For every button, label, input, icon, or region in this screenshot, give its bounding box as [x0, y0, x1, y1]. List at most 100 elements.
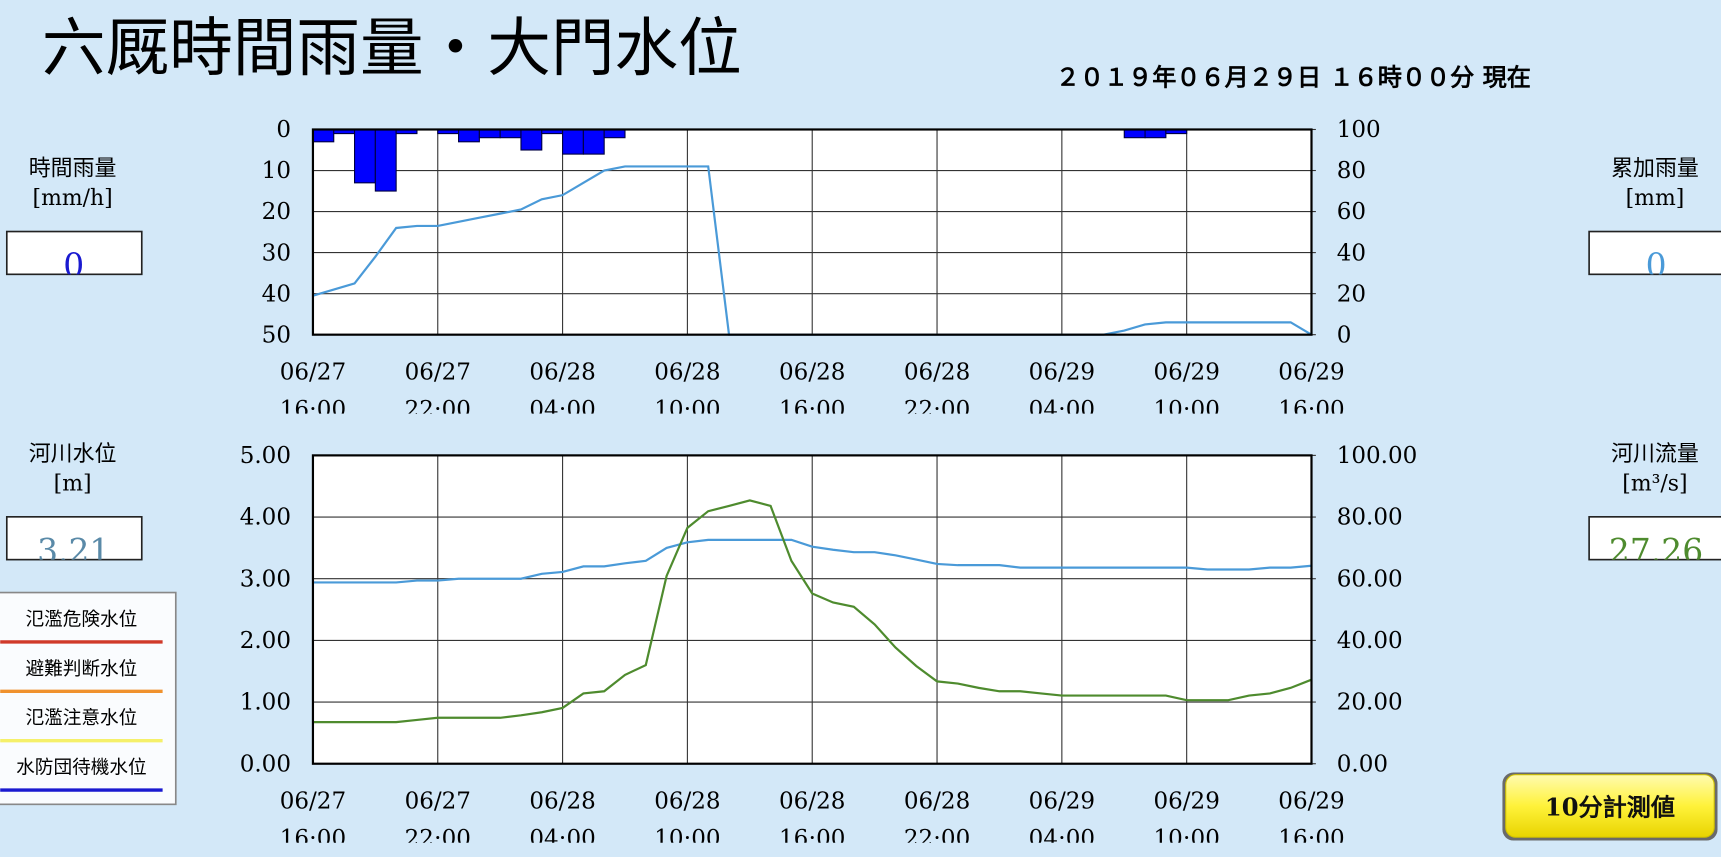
button[interactable]: 10分計測値 [1502, 772, 1718, 841]
rain-bar [478, 128, 501, 139]
y-tick-label: 40 [262, 281, 291, 307]
value-box [1588, 516, 1721, 561]
x-axis-labels: 06/27 16:00 06/27 22:00 06/28 04:00 06/28 10:00… [280, 360, 1345, 423]
panel-unit: [mm] [1626, 186, 1685, 211]
series-line [312, 499, 1312, 724]
x-tick-date: 06/29 [1029, 360, 1095, 386]
x-tick-date: 06/27 [280, 360, 346, 386]
panel-label: 時間雨量 [29, 157, 117, 182]
x-tick-time: 16:00 [779, 397, 845, 423]
rain-bar [1144, 128, 1167, 139]
x-tick-date: 06/28 [904, 789, 970, 815]
rain-bar [603, 128, 626, 139]
x-tick-time: 22:00 [904, 826, 970, 852]
x-tick-time: 16:00 [280, 826, 346, 852]
x-tick-time: 10:00 [1153, 397, 1219, 423]
y-tick-label: 1.00 [240, 690, 291, 716]
x-tick-date: 06/27 [405, 789, 471, 815]
x-tick-date: 06/29 [1153, 789, 1219, 815]
legend-label: 氾濫注意水位 [25, 708, 137, 729]
value-box [1588, 230, 1721, 276]
y-tick-label: 5.00 [240, 443, 291, 469]
y-tick-label: 2.00 [240, 628, 291, 654]
timestamp: ２０１９年０６月２９日 １６時００分 現在 [1056, 63, 1531, 92]
charts: 06/27 16:00 06/27 22:00 06/28 04:00 06/28 10:00… [240, 117, 1418, 852]
x-tick-time: 10:00 [1153, 826, 1219, 852]
panel-value: 0 [1646, 246, 1667, 285]
x-axis-labels: 06/27 16:00 06/27 22:00 06/28 04:00 06/28 10:00… [280, 789, 1345, 852]
x-tick-date: 06/28 [779, 789, 845, 815]
legend-label: 避難判断水位 [25, 659, 137, 680]
panel-label: 累加雨量 [1611, 157, 1699, 182]
panel-value: 27.26 [1609, 531, 1703, 570]
panel-label: 河川水位 [29, 442, 117, 467]
y2-tick-label: 60 [1337, 199, 1366, 225]
y2-tick-label: 40 [1337, 240, 1366, 266]
legend-label: 氾濫危険水位 [25, 609, 137, 630]
series-line [312, 538, 1312, 584]
x-tick-time: 10:00 [654, 397, 720, 423]
rain-bar [1123, 128, 1146, 139]
x-tick-time: 16:00 [1278, 397, 1344, 423]
rain-bar [458, 128, 480, 143]
rain-bar [312, 128, 335, 143]
y2-tick-label: 0 [1337, 322, 1352, 348]
y2-tick-label: 40.00 [1337, 628, 1403, 654]
panel-value: 0 [63, 246, 84, 285]
y2-tick-label: 80 [1337, 158, 1366, 184]
x-tick-time: 22:00 [405, 826, 471, 852]
x-tick-date: 06/28 [904, 360, 970, 386]
y2-tick-label: 100.00 [1337, 443, 1418, 469]
y2-tick-label: 20.00 [1337, 690, 1403, 716]
x-tick-date: 06/28 [529, 789, 595, 815]
value-box [5, 516, 143, 561]
x-tick-date: 06/29 [1029, 789, 1095, 815]
page-title: 六厩時間雨量・大門水位 [42, 12, 742, 86]
y2-tick-label: 20 [1337, 281, 1366, 307]
x-tick-time: 04:00 [529, 397, 595, 423]
legend-box [0, 591, 177, 806]
x-tick-time: 10:00 [654, 826, 720, 852]
x-tick-date: 06/28 [654, 789, 720, 815]
x-tick-time: 04:00 [1029, 397, 1095, 423]
rain-bar [562, 128, 584, 155]
y-tick-label: 3.00 [240, 566, 291, 592]
value-box [5, 230, 143, 276]
x-tick-date: 06/27 [405, 360, 471, 386]
panel-label: 河川流量 [1611, 442, 1699, 467]
y2-tick-label: 0.00 [1337, 751, 1388, 777]
rain-bar [499, 128, 522, 139]
y-tick-label: 50 [262, 322, 291, 348]
x-tick-time: 04:00 [1029, 826, 1095, 852]
plot-frame [311, 454, 1313, 765]
panel-unit: [m³/s] [1622, 471, 1687, 496]
y2-tick-label: 80.00 [1337, 505, 1403, 531]
y-tick-label: 0.00 [240, 751, 291, 777]
rain-bar [353, 128, 376, 184]
x-tick-date: 06/28 [654, 360, 720, 386]
button-face[interactable] [1505, 774, 1715, 838]
x-tick-time: 22:00 [904, 397, 970, 423]
y-tick-label: 4.00 [240, 505, 291, 531]
y-tick-label: 20 [262, 199, 291, 225]
x-tick-time: 22:00 [405, 397, 471, 423]
x-tick-time: 16:00 [1278, 826, 1344, 852]
plot-frame [311, 128, 1313, 336]
x-tick-time: 04:00 [529, 826, 595, 852]
panel-unit: [m] [54, 471, 92, 496]
x-tick-date: 06/27 [280, 789, 346, 815]
x-tick-time: 16:00 [779, 826, 845, 852]
y-tick-label: 10 [262, 158, 291, 184]
panel-unit: [mm/h] [33, 186, 113, 211]
rain-bar [520, 128, 543, 151]
chart: 06/27 16:00 06/27 22:00 06/28 04:00 06/28 10:00… [240, 443, 1418, 852]
chart: 06/27 16:00 06/27 22:00 06/28 04:00 06/28 10:00… [262, 117, 1381, 423]
x-tick-date: 06/28 [529, 360, 595, 386]
button-label[interactable]: 10分計測値 [1545, 792, 1675, 821]
x-tick-date: 06/29 [1278, 789, 1344, 815]
x-tick-date: 06/28 [779, 360, 845, 386]
y-tick-label: 30 [262, 240, 291, 266]
